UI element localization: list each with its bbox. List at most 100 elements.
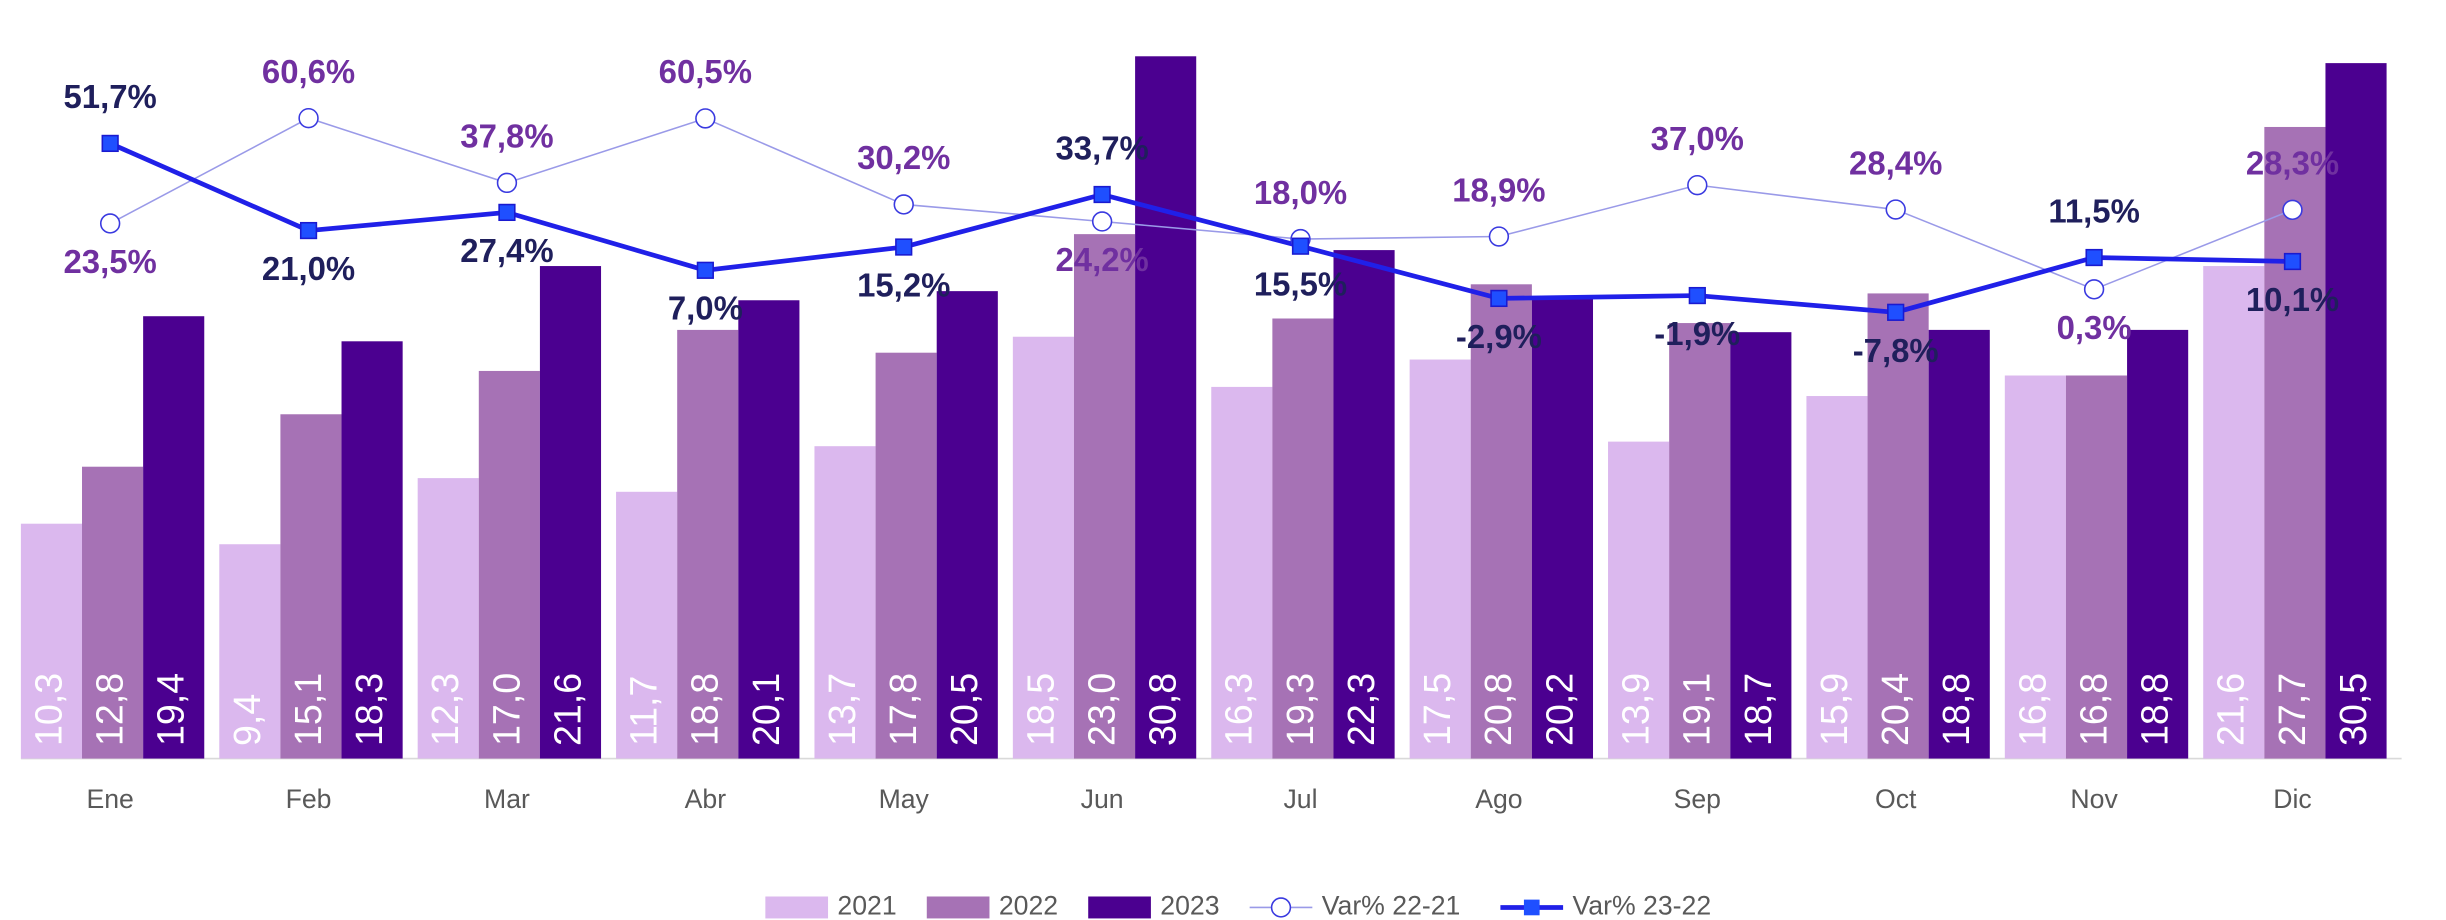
legend-label: 2021 xyxy=(837,890,896,920)
line-marker xyxy=(893,194,914,215)
legend-marker xyxy=(1270,897,1292,918)
bar-value-label: 20,4 xyxy=(1874,673,1916,746)
bar xyxy=(539,266,602,759)
line-value-label: 51,7% xyxy=(64,78,157,115)
line-marker xyxy=(1091,211,1113,232)
x-tick-label: Abr xyxy=(685,784,727,814)
bar-value-label: 30,8 xyxy=(1142,673,1184,746)
bar-value-label: 23,0 xyxy=(1080,673,1122,746)
line-marker xyxy=(101,134,119,153)
bar-value-label: 18,8 xyxy=(1935,673,1977,746)
bar xyxy=(1012,336,1074,759)
line-marker xyxy=(2283,252,2302,271)
x-tick-label: May xyxy=(879,784,930,814)
bar xyxy=(738,300,800,759)
bar xyxy=(280,414,342,759)
line-value-label: -7,8% xyxy=(1853,332,1939,369)
line-value-label: 7,0% xyxy=(668,290,743,327)
line-marker xyxy=(298,107,319,129)
bar-value-label: 20,2 xyxy=(1538,673,1580,746)
line-value-label: 60,6% xyxy=(262,53,355,90)
bar xyxy=(1135,56,1197,759)
line-marker xyxy=(696,261,714,279)
legend-label: 2023 xyxy=(1160,890,1219,920)
bar xyxy=(2065,375,2128,759)
x-tick-label: Dic xyxy=(2273,784,2311,814)
bar-value-label: 19,3 xyxy=(1279,673,1321,746)
line-marker xyxy=(99,213,121,234)
line-value-label: 15,5% xyxy=(1254,266,1347,303)
line-value-label: 27,4% xyxy=(460,232,553,269)
bar-value-label: 21,6 xyxy=(546,673,588,746)
line-marker xyxy=(695,108,716,129)
legend-item: 2022 xyxy=(926,890,1058,920)
bar-value-label: 18,5 xyxy=(1019,673,1061,746)
bar-value-label: 18,8 xyxy=(684,673,726,746)
legend-swatch xyxy=(1088,896,1151,919)
line-value-label: -2,9% xyxy=(1456,318,1542,355)
bar-value-label: 15,9 xyxy=(1813,673,1855,746)
legend-marker xyxy=(1523,899,1540,916)
line-marker xyxy=(1291,237,1310,255)
line-value-label: -1,9% xyxy=(1654,315,1740,352)
x-tick-label: Sep xyxy=(1674,784,1721,814)
line-value-label: 18,0% xyxy=(1254,174,1347,211)
bar-value-label: 30,5 xyxy=(2332,673,2374,746)
line-value-label: 18,9% xyxy=(1452,171,1545,208)
bar xyxy=(143,316,205,759)
bar xyxy=(1730,332,1792,759)
bar-value-label: 19,4 xyxy=(150,673,192,746)
bar xyxy=(2127,329,2189,759)
bar xyxy=(1531,297,1594,759)
bar-value-label: 20,5 xyxy=(943,673,985,746)
line-value-label: 24,2% xyxy=(1055,241,1148,278)
x-tick-label: Jun xyxy=(1081,784,1124,814)
legend-item: 2021 xyxy=(765,890,897,920)
bar-value-label: 13,7 xyxy=(821,673,863,746)
bar xyxy=(1608,441,1670,759)
line-value-label: 11,5% xyxy=(2048,192,2140,229)
bar xyxy=(1211,386,1273,759)
bar xyxy=(219,544,281,759)
line-marker xyxy=(1687,174,1708,196)
line-value-label: 60,5% xyxy=(659,53,752,90)
line-value-label: 28,4% xyxy=(1849,144,1942,181)
line-marker xyxy=(1688,286,1706,305)
x-tick-label: Ago xyxy=(1475,784,1522,814)
line-marker xyxy=(496,172,518,194)
bar xyxy=(814,446,876,759)
line-marker xyxy=(2083,279,2105,300)
line-value-label: 0,3% xyxy=(2057,309,2132,346)
bar xyxy=(2325,63,2387,759)
legend-label: 2022 xyxy=(999,890,1058,920)
x-tick-label: Oct xyxy=(1875,784,1917,814)
bar-value-label: 15,1 xyxy=(287,673,329,746)
line-value-label: 23,5% xyxy=(64,243,157,280)
x-tick-label: Mar xyxy=(484,784,530,814)
bar-value-label: 17,8 xyxy=(882,673,924,746)
bar xyxy=(2203,266,2265,759)
bar-value-label: 16,8 xyxy=(2011,673,2053,746)
line-series xyxy=(109,117,2293,291)
bar-value-label: 20,8 xyxy=(1477,673,1519,746)
line-marker xyxy=(1488,226,1510,247)
line-value-label: 28,3% xyxy=(2246,145,2339,182)
bar-value-label: 16,3 xyxy=(1218,673,1260,746)
bar xyxy=(2004,375,2066,759)
line-series xyxy=(109,141,2293,315)
bar xyxy=(875,352,937,759)
bar-value-label: 16,8 xyxy=(2072,673,2114,746)
line-value-label: 37,0% xyxy=(1651,120,1744,157)
bar xyxy=(1867,293,1929,759)
bar-value-label: 22,3 xyxy=(1340,673,1382,746)
bar-value-label: 17,0 xyxy=(485,673,527,746)
x-tick-label: Nov xyxy=(2070,784,2118,814)
bar-value-label: 18,3 xyxy=(348,673,390,746)
bar xyxy=(1333,250,1395,759)
bar xyxy=(616,491,678,759)
line-marker xyxy=(1093,185,1111,204)
legend-swatch xyxy=(765,896,829,919)
line-marker xyxy=(1887,303,1905,321)
bar-value-label: 11,7 xyxy=(623,676,665,746)
